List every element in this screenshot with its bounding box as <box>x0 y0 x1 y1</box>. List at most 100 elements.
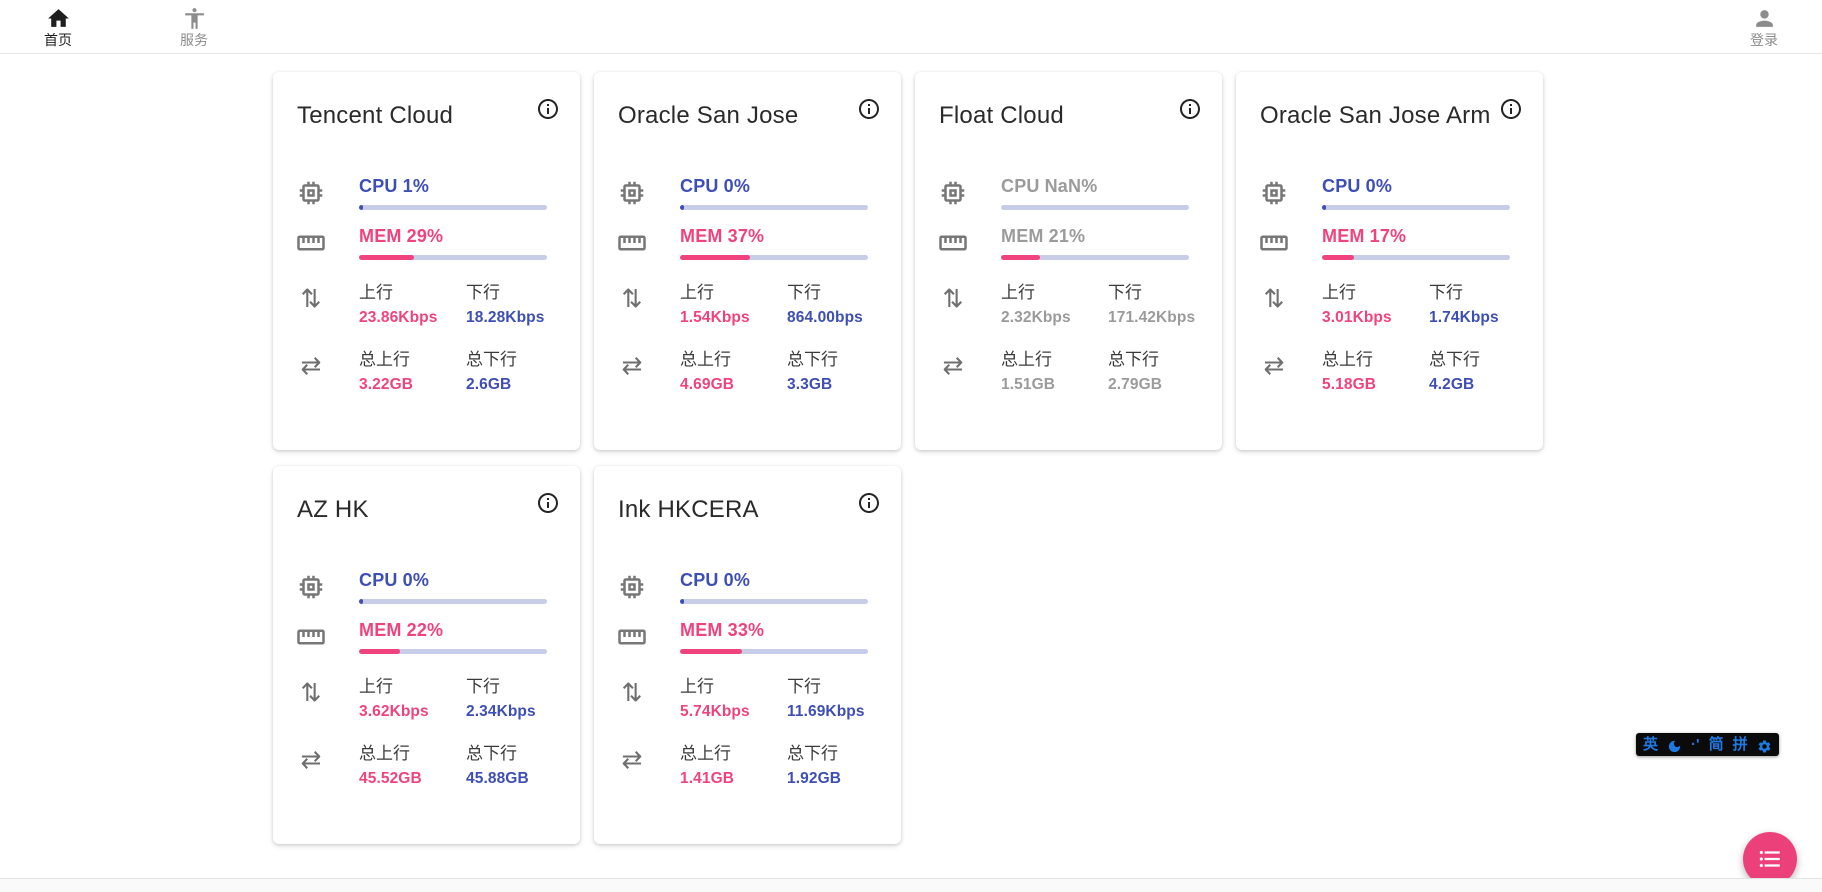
network-total-row: ⇄ 总上行 4.69GB 总下行 3.3GB <box>616 343 881 394</box>
nav-item-services[interactable]: 服务 <box>154 0 234 54</box>
moon-icon[interactable] <box>1667 735 1682 754</box>
mem-bar-wrap: MEM 37% <box>680 226 868 260</box>
download-value: 1.74Kbps <box>1429 309 1499 326</box>
mem-progress-fill <box>359 255 414 260</box>
cpu-value: 0% <box>1365 176 1393 196</box>
memory-ruler-icon <box>1258 228 1290 258</box>
total-download-label: 总下行 <box>1429 350 1480 369</box>
swap-horizontal-icon: ⇄ <box>1263 352 1285 380</box>
card-title-row: Oracle San Jose <box>594 94 901 130</box>
upload-label: 上行 <box>680 677 714 696</box>
network-rate-row: ⇅ 上行 3.62Kbps 下行 2.34Kbps <box>295 670 560 721</box>
total-pair: 总上行 4.69GB 总下行 3.3GB <box>680 345 838 394</box>
total-download-col: 总下行 1.92GB <box>787 739 841 788</box>
cpu-row: CPU NaN% <box>937 176 1202 210</box>
gear-icon[interactable] <box>1757 735 1772 754</box>
upload-value: 3.01Kbps <box>1322 309 1392 326</box>
cpu-label: CPU 0% <box>359 570 547 591</box>
nav-login-label: 登录 <box>1750 31 1778 48</box>
info-button[interactable] <box>1495 94 1527 126</box>
mem-value: 17% <box>1369 226 1407 246</box>
rate-pair: 上行 3.01Kbps 下行 1.74Kbps <box>1322 278 1499 327</box>
mem-label: MEM 37% <box>680 226 868 247</box>
mem-label-text: MEM <box>359 620 402 640</box>
memory-ruler-icon <box>937 228 969 258</box>
mem-label: MEM 33% <box>680 620 868 641</box>
network-total-row: ⇄ 总上行 45.52GB 总下行 45.88GB <box>295 737 560 788</box>
total-download-label: 总下行 <box>1108 350 1159 369</box>
info-button[interactable] <box>853 94 885 126</box>
info-button[interactable] <box>532 94 564 126</box>
total-download-label: 总下行 <box>787 744 838 763</box>
nav-item-home[interactable]: 首页 <box>18 0 98 54</box>
ime-english-mode[interactable]: 英 <box>1643 736 1659 753</box>
info-button[interactable] <box>532 488 564 520</box>
cpu-row: CPU 0% <box>616 176 881 210</box>
mem-progress-fill <box>680 649 743 654</box>
mem-value: 33% <box>727 620 765 640</box>
upload-col: 上行 2.32Kbps <box>1001 278 1108 327</box>
total-upload-col: 总上行 1.51GB <box>1001 345 1108 394</box>
mem-value: 22% <box>406 620 444 640</box>
card-title-row: Ink HKCERA <box>594 488 901 524</box>
nav-services-label: 服务 <box>180 31 208 48</box>
info-icon <box>538 98 558 119</box>
mem-row: MEM 37% <box>616 226 881 260</box>
upload-value: 1.54Kbps <box>680 309 750 326</box>
server-name: Oracle San Jose <box>618 102 799 129</box>
total-download-col: 总下行 45.88GB <box>466 739 529 788</box>
total-download-value: 2.6GB <box>466 376 512 393</box>
upload-label: 上行 <box>1001 283 1035 302</box>
upload-value: 3.62Kbps <box>359 703 429 720</box>
download-col: 下行 864.00bps <box>787 278 863 327</box>
server-list-fab[interactable] <box>1743 832 1797 886</box>
total-download-col: 总下行 3.3GB <box>787 345 838 394</box>
server-cards: Tencent Cloud CPU 1% <box>273 72 1563 844</box>
ime-simplified-mode[interactable]: 简 <box>1708 736 1724 753</box>
card-body: CPU 1% MEM 29% <box>273 176 580 394</box>
rate-pair: 上行 2.32Kbps 下行 171.42Kbps <box>1001 278 1195 327</box>
cpu-value: 1% <box>402 176 430 196</box>
upload-value: 2.32Kbps <box>1001 309 1071 326</box>
download-label: 下行 <box>466 677 500 696</box>
swap-horizontal-icon: ⇄ <box>621 352 643 380</box>
swap-horizontal-icon: ⇄ <box>300 352 322 380</box>
server-card: AZ HK CPU 0% <box>273 466 580 844</box>
mem-progress-track <box>1322 255 1510 260</box>
ime-punctuation-mode[interactable]: ·' <box>1691 736 1700 753</box>
cpu-row: CPU 0% <box>295 570 560 604</box>
ime-pinyin-mode[interactable]: 拼 <box>1732 736 1748 753</box>
total-upload-label: 总上行 <box>359 744 410 763</box>
mem-label-text: MEM <box>680 226 723 246</box>
upload-value: 5.74Kbps <box>680 703 750 720</box>
card-body: CPU 0% MEM 33% <box>594 570 901 788</box>
network-total-row: ⇄ 总上行 3.22GB 总下行 2.6GB <box>295 343 560 394</box>
home-icon <box>47 8 69 27</box>
nav-item-login[interactable]: 登录 <box>1724 0 1804 54</box>
cpu-label-text: CPU <box>359 176 398 196</box>
cpu-progress-track <box>680 599 868 604</box>
card-title-row: Oracle San Jose Arm <box>1236 94 1543 130</box>
person-icon <box>1755 9 1773 27</box>
total-pair: 总上行 3.22GB 总下行 2.6GB <box>359 345 517 394</box>
mem-label-text: MEM <box>680 620 723 640</box>
cpu-label: CPU NaN% <box>1001 176 1189 197</box>
download-col: 下行 11.69Kbps <box>787 672 865 721</box>
cpu-chip-icon <box>295 178 327 208</box>
swap-horizontal-icon: ⇄ <box>621 746 643 774</box>
upload-value: 23.86Kbps <box>359 309 438 326</box>
mem-label: MEM 22% <box>359 620 547 641</box>
mem-bar-wrap: MEM 33% <box>680 620 868 654</box>
mem-row: MEM 29% <box>295 226 560 260</box>
upload-col: 上行 3.62Kbps <box>359 672 466 721</box>
cpu-label-text: CPU <box>1001 176 1040 196</box>
info-button[interactable] <box>853 488 885 520</box>
card-body: CPU 0% MEM 22% <box>273 570 580 788</box>
total-download-value: 4.2GB <box>1429 376 1475 393</box>
cpu-label: CPU 0% <box>680 570 868 591</box>
network-rate-row: ⇅ 上行 1.54Kbps 下行 864.00bps <box>616 276 881 327</box>
top-navbar: 首页 服务 登录 <box>0 0 1822 54</box>
mem-progress-track <box>359 255 547 260</box>
server-name: AZ HK <box>297 496 369 523</box>
info-button[interactable] <box>1174 94 1206 126</box>
